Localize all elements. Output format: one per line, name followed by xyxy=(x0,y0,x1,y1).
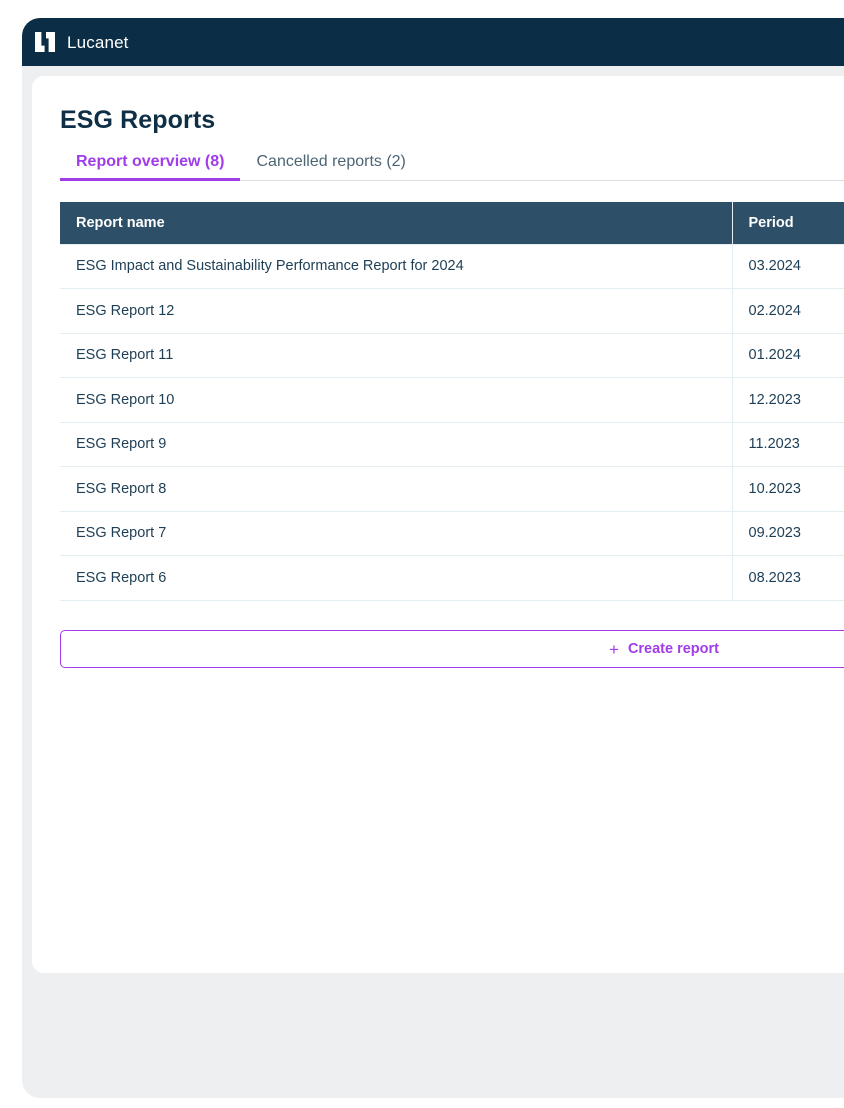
cell-report-name[interactable]: ESG Report 6 xyxy=(60,555,733,601)
table-row[interactable]: ESG Report 7 09.2023 xyxy=(60,511,844,556)
reports-table-container: Report name Period Status ESG Impact and… xyxy=(60,202,844,601)
cell-report-name[interactable]: ESG Impact and Sustainability Performanc… xyxy=(60,243,733,289)
cell-period: 11.2023 xyxy=(732,422,844,467)
cell-report-name[interactable]: ESG Report 10 xyxy=(60,377,733,423)
table-row[interactable]: ESG Report 12 02.2024 xyxy=(60,288,844,334)
lucanet-logo-icon xyxy=(35,32,55,52)
create-report-label: Create report xyxy=(627,641,719,657)
column-header-period[interactable]: Period xyxy=(732,202,844,244)
plus-icon: + xyxy=(609,639,619,659)
create-report-button-content: + Create report xyxy=(609,641,719,658)
browser-window-frame: Lucanet ESG Reports Report overview (8) … xyxy=(8,8,844,1108)
app-shell: Lucanet ESG Reports Report overview (8) … xyxy=(22,18,844,1098)
reports-table: Report name Period Status ESG Impact and… xyxy=(60,202,844,601)
cell-report-name[interactable]: ESG Report 12 xyxy=(60,288,733,334)
table-row[interactable]: ESG Impact and Sustainability Performanc… xyxy=(60,243,844,289)
table-row[interactable]: ESG Report 10 12.2023 xyxy=(60,377,844,423)
table-row[interactable]: ESG Report 6 08.2023 xyxy=(60,555,844,601)
table-row[interactable]: ESG Report 9 11.2023 xyxy=(60,422,844,467)
cell-report-name[interactable]: ESG Report 9 xyxy=(60,422,733,467)
tab-report-overview[interactable]: Report overview (8) xyxy=(60,153,241,181)
cell-period: 09.2023 xyxy=(732,511,844,556)
brand-name: Lucanet xyxy=(67,32,129,52)
cell-report-name[interactable]: ESG Report 11 xyxy=(60,333,733,378)
cell-period: 02.2024 xyxy=(732,288,844,334)
table-header-row: Report name Period Status xyxy=(60,202,844,244)
cell-report-name[interactable]: ESG Report 8 xyxy=(60,466,733,512)
table-row[interactable]: ESG Report 11 01.2024 xyxy=(60,333,844,378)
cell-period: 10.2023 xyxy=(732,466,844,512)
cell-period: 08.2023 xyxy=(732,555,844,601)
top-navigation-bar: Lucanet xyxy=(22,18,844,66)
brand-logo[interactable]: Lucanet xyxy=(34,31,129,53)
cell-period: 01.2024 xyxy=(732,333,844,378)
cell-period: 03.2024 xyxy=(732,243,844,289)
cell-period: 12.2023 xyxy=(732,377,844,423)
tab-bar: Report overview (8) Cancelled reports (2… xyxy=(60,152,844,181)
table-header: Report name Period Status xyxy=(60,202,844,244)
content-card: ESG Reports Report overview (8) Cancelle… xyxy=(32,76,844,973)
tab-cancelled-reports[interactable]: Cancelled reports (2) xyxy=(240,153,421,181)
table-body: ESG Impact and Sustainability Performanc… xyxy=(60,243,844,601)
column-header-report-name[interactable]: Report name xyxy=(60,202,733,244)
page-title: ESG Reports xyxy=(60,106,216,134)
table-row[interactable]: ESG Report 8 10.2023 xyxy=(60,466,844,512)
cell-report-name[interactable]: ESG Report 7 xyxy=(60,511,733,556)
create-report-button[interactable]: + Create report xyxy=(60,630,844,668)
